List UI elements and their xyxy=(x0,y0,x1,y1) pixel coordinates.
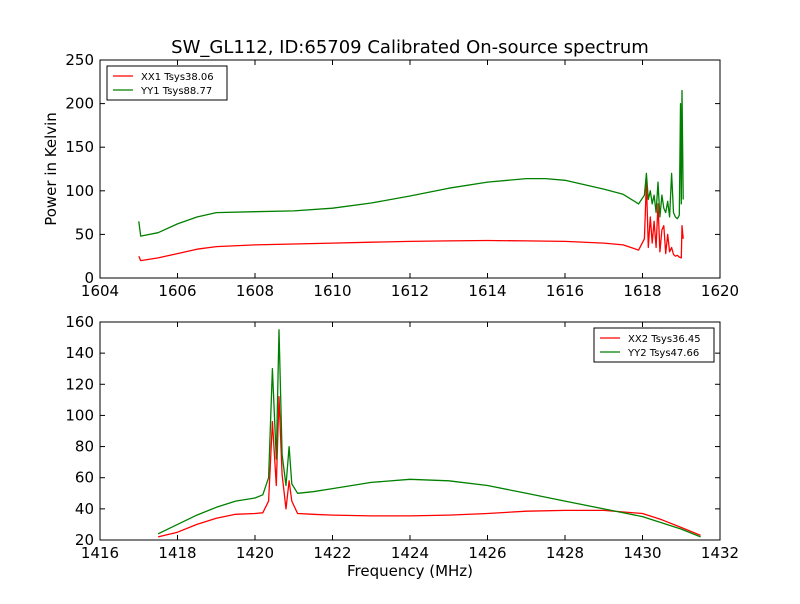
x-tick-label: 1612 xyxy=(391,282,429,300)
x-tick-label: 1432 xyxy=(701,544,739,562)
x-tick-label: 1614 xyxy=(468,282,506,300)
x-tick-label: 1418 xyxy=(158,544,196,562)
series-line-xx1 xyxy=(138,181,684,262)
y-tick-label: 0 xyxy=(84,269,94,287)
x-tick-label: 1610 xyxy=(313,282,351,300)
x-tick-label: 1618 xyxy=(623,282,661,300)
x-tick-label: 1620 xyxy=(701,282,739,300)
x-tick-label: 1608 xyxy=(236,282,274,300)
series-line-yy2 xyxy=(157,329,701,538)
y-tick-label: 250 xyxy=(65,51,94,69)
x-tick-label: 1416 xyxy=(81,544,119,562)
x-axis-label: Frequency (MHz) xyxy=(347,562,473,580)
series-line-xx2 xyxy=(157,396,701,538)
x-tick-label: 1426 xyxy=(468,544,506,562)
legend-label: YY1 Tsys88.77 xyxy=(140,86,212,97)
x-tick-label: 1420 xyxy=(236,544,274,562)
y-tick-label: 150 xyxy=(65,138,94,156)
chart-title: SW_GL112, ID:65709 Calibrated On-source … xyxy=(171,37,649,58)
y-tick-label: 140 xyxy=(65,344,94,362)
y-tick-label: 160 xyxy=(65,313,94,331)
x-tick-label: 1430 xyxy=(623,544,661,562)
x-tick-label: 1424 xyxy=(391,544,429,562)
chart-panel-2: 1416 1418 1420 1422 1424 1426 1428 1430 1432 20 40… xyxy=(65,313,739,562)
y-tick-label: 60 xyxy=(75,469,94,487)
y-tick-label: 100 xyxy=(65,406,94,424)
y-tick-label: 40 xyxy=(75,500,94,518)
y-tick-label: 20 xyxy=(75,531,94,549)
legend: XX2 Tsys36.45 YY2 Tsys47.66 xyxy=(593,327,715,363)
legend-label: YY2 Tsys47.66 xyxy=(627,348,699,359)
legend-box xyxy=(593,327,715,363)
x-tick-label: 1606 xyxy=(158,282,196,300)
legend-label: XX2 Tsys36.45 xyxy=(628,334,701,345)
chart-panel-1: 1604 1606 1608 1610 1612 1614 1616 1618 1620 0 50 1… xyxy=(65,51,739,300)
x-tick-label: 1428 xyxy=(546,544,584,562)
y-tick-label: 120 xyxy=(65,375,94,393)
x-tick-label: 1422 xyxy=(313,544,351,562)
legend-label: XX1 Tsys38.06 xyxy=(141,72,214,83)
legend: XX1 Tsys38.06 YY1 Tsys88.77 xyxy=(106,65,228,101)
chart-layer: 1604 1606 1608 1610 1612 1614 1616 1618 1620 0 50 1… xyxy=(65,51,739,562)
x-tick-label: 1616 xyxy=(546,282,584,300)
legend-box xyxy=(106,65,228,101)
y-tick-label: 80 xyxy=(75,438,94,456)
series-line-yy1 xyxy=(138,89,684,237)
y-tick-label: 100 xyxy=(65,182,94,200)
y-axis-label: Power in Kelvin xyxy=(42,112,60,226)
y-tick-label: 50 xyxy=(75,225,94,243)
x-tick-label: 1604 xyxy=(81,282,119,300)
y-tick-label: 200 xyxy=(65,95,94,113)
